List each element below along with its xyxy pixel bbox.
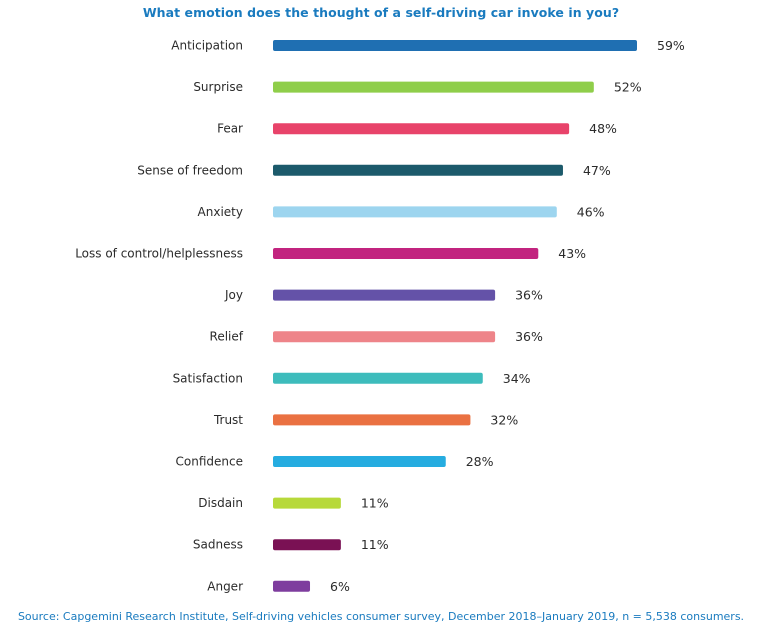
- category-label: Sadness: [193, 538, 243, 552]
- category-label: Confidence: [176, 455, 243, 469]
- category-label: Joy: [224, 288, 243, 302]
- bar: [273, 40, 637, 51]
- bar: [273, 123, 570, 135]
- bar: [273, 497, 341, 509]
- bar: [273, 248, 539, 259]
- value-label: 11%: [361, 496, 389, 511]
- chart-title: What emotion does the thought of a self-…: [142, 5, 620, 20]
- bar: [273, 539, 341, 551]
- value-label: 11%: [361, 537, 389, 552]
- category-label: Satisfaction: [173, 371, 243, 385]
- category-label: Loss of control/helplessness: [75, 247, 243, 261]
- value-label: 36%: [515, 329, 543, 344]
- value-label: 46%: [577, 204, 605, 219]
- bar: [273, 580, 311, 592]
- category-label: Sense of freedom: [137, 163, 243, 177]
- category-label: Trust: [213, 413, 243, 427]
- bar: [273, 81, 594, 93]
- category-label: Anxiety: [198, 205, 243, 219]
- category-label: Anger: [207, 579, 243, 593]
- value-label: 28%: [466, 454, 494, 469]
- value-label: 52%: [614, 80, 642, 95]
- category-label: Disdain: [198, 496, 243, 510]
- value-label: 47%: [583, 163, 611, 178]
- value-label: 36%: [515, 288, 543, 303]
- bar: [273, 206, 557, 218]
- bar: [273, 414, 471, 426]
- value-label: 34%: [503, 371, 531, 386]
- category-label: Fear: [217, 122, 243, 136]
- value-label: 59%: [657, 38, 685, 53]
- category-label: Relief: [210, 330, 244, 344]
- source-note: Source: Capgemini Research Institute, Se…: [17, 610, 745, 623]
- bar: [273, 289, 496, 301]
- bar: [273, 456, 446, 467]
- value-label: 48%: [589, 121, 617, 136]
- value-label: 6%: [330, 579, 350, 594]
- bar: [273, 372, 483, 384]
- value-label: 32%: [490, 412, 518, 427]
- bar: [273, 331, 496, 343]
- category-label: Surprise: [193, 80, 243, 94]
- bar: [273, 164, 563, 176]
- category-label: Anticipation: [171, 39, 243, 53]
- value-label: 43%: [558, 246, 586, 261]
